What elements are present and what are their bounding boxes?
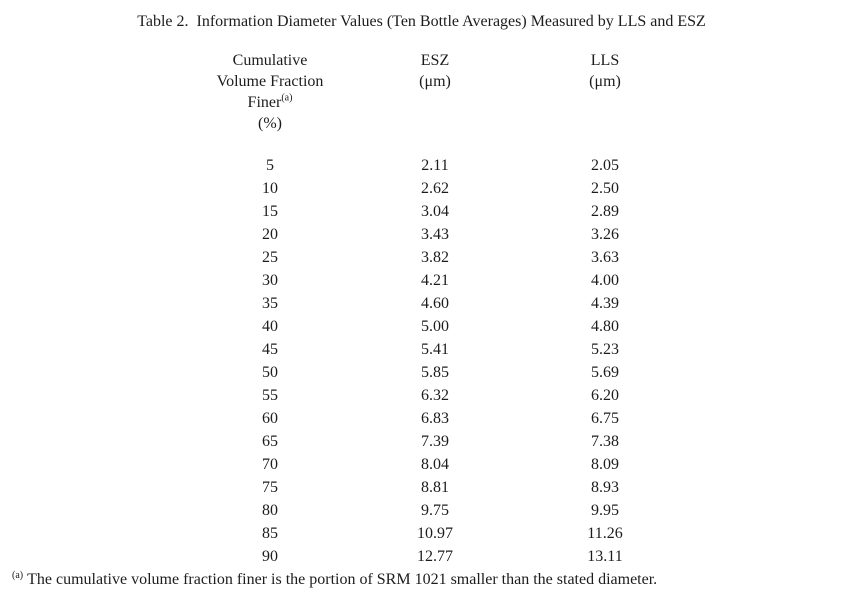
esz-value-cell: 8.81: [421, 479, 449, 496]
table-row: 60 6.83 6.75: [180, 407, 700, 430]
lls-value-cell: 11.26: [587, 525, 623, 542]
table-row: 85 10.97 11.26: [180, 522, 700, 545]
percent-cell: 55: [262, 387, 278, 404]
percent-cell: 15: [262, 203, 278, 220]
table-row: 30 4.21 4.00: [180, 269, 700, 292]
column-header-volume-fraction: Cumulative Volume Fraction Finer(a) (%): [180, 50, 360, 154]
table-row: 5 2.11 2.05: [180, 154, 700, 177]
diameter-table: Cumulative Volume Fraction Finer(a) (%) …: [180, 50, 700, 568]
percent-cell: 90: [262, 548, 278, 565]
column-header-esz: ESZ (μm): [360, 50, 510, 154]
percent-cell: 85: [262, 525, 278, 542]
table-row: 90 12.77 13.11: [180, 545, 700, 568]
header-line-percent-unit: (%): [258, 115, 282, 132]
esz-value-cell: 4.21: [421, 272, 449, 289]
table-row: 80 9.75 9.95: [180, 499, 700, 522]
lls-value-cell: 8.93: [591, 479, 619, 496]
lls-value-cell: 3.63: [591, 249, 619, 266]
table-row: 40 5.00 4.80: [180, 315, 700, 338]
lls-value-cell: 3.26: [591, 226, 619, 243]
esz-value-cell: 8.04: [421, 456, 449, 473]
esz-unit: (μm): [419, 73, 451, 90]
percent-cell: 50: [262, 364, 278, 381]
esz-value-cell: 5.00: [421, 318, 449, 335]
lls-value-cell: 9.95: [591, 502, 619, 519]
percent-cell: 25: [262, 249, 278, 266]
percent-cell: 80: [262, 502, 278, 519]
lls-value-cell: 2.05: [591, 157, 619, 174]
table-row: 20 3.43 3.26: [180, 223, 700, 246]
percent-cell: 30: [262, 272, 278, 289]
percent-cell: 60: [262, 410, 278, 427]
lls-value-cell: 2.50: [591, 180, 619, 197]
esz-value-cell: 10.97: [417, 525, 453, 542]
esz-value-cell: 3.82: [421, 249, 449, 266]
footnote-marker-a: (a): [281, 92, 293, 104]
percent-cell: 75: [262, 479, 278, 496]
header-line-finer: Finer(a): [247, 92, 293, 111]
header-line-volume-fraction: Volume Fraction: [216, 73, 324, 90]
column-header-lls: LLS (μm): [510, 50, 700, 154]
header-row: Cumulative Volume Fraction Finer(a) (%) …: [180, 50, 700, 154]
esz-value-cell: 7.39: [421, 433, 449, 450]
table-row: 75 8.81 8.93: [180, 476, 700, 499]
table-row: 10 2.62 2.50: [180, 177, 700, 200]
percent-cell: 35: [262, 295, 278, 312]
lls-unit: (μm): [589, 73, 621, 90]
table-row: 15 3.04 2.89: [180, 200, 700, 223]
esz-value-cell: 9.75: [421, 502, 449, 519]
lls-value-cell: 7.38: [591, 433, 619, 450]
esz-value-cell: 4.60: [421, 295, 449, 312]
table-row: 55 6.32 6.20: [180, 384, 700, 407]
lls-value-cell: 4.80: [591, 318, 619, 335]
esz-value-cell: 3.43: [421, 226, 449, 243]
esz-value-cell: 3.04: [421, 203, 449, 220]
percent-cell: 70: [262, 456, 278, 473]
esz-label: ESZ: [420, 52, 450, 69]
lls-value-cell: 5.23: [591, 341, 619, 358]
header-line-cumulative: Cumulative: [232, 52, 308, 69]
lls-value-cell: 4.00: [591, 272, 619, 289]
percent-cell: 5: [266, 157, 274, 174]
esz-value-cell: 12.77: [417, 548, 453, 565]
percent-cell: 45: [262, 341, 278, 358]
table-row: 70 8.04 8.09: [180, 453, 700, 476]
lls-label: LLS: [590, 52, 620, 69]
percent-cell: 20: [262, 226, 278, 243]
table-header: Cumulative Volume Fraction Finer(a) (%) …: [180, 50, 700, 154]
esz-value-cell: 6.83: [421, 410, 449, 427]
lls-value-cell: 6.20: [591, 387, 619, 404]
footnote-text: The cumulative volume fraction finer is …: [27, 571, 658, 588]
esz-value-cell: 6.32: [421, 387, 449, 404]
table-row: 35 4.60 4.39: [180, 292, 700, 315]
percent-cell: 10: [262, 180, 278, 197]
esz-value-cell: 2.11: [421, 157, 449, 174]
table-row: 45 5.41 5.23: [180, 338, 700, 361]
lls-value-cell: 2.89: [591, 203, 619, 220]
esz-value-cell: 5.85: [421, 364, 449, 381]
esz-value-cell: 5.41: [421, 341, 449, 358]
table-row: 50 5.85 5.69: [180, 361, 700, 384]
percent-cell: 40: [262, 318, 278, 335]
footnote-marker: (a): [12, 569, 24, 581]
lls-value-cell: 6.75: [591, 410, 619, 427]
esz-value-cell: 2.62: [421, 180, 449, 197]
lls-value-cell: 13.11: [587, 548, 623, 565]
lls-value-cell: 4.39: [591, 295, 619, 312]
percent-cell: 65: [262, 433, 278, 450]
lls-value-cell: 8.09: [591, 456, 619, 473]
table-title: Table 2. Information Diameter Values (Te…: [137, 13, 706, 30]
table-row: 65 7.39 7.38: [180, 430, 700, 453]
table-row: 25 3.82 3.63: [180, 246, 700, 269]
lls-value-cell: 5.69: [591, 364, 619, 381]
footnote: (a) The cumulative volume fraction finer …: [12, 569, 658, 589]
table-body: 5 2.11 2.05 10 2.62 2.50 15 3.04 2.89 20…: [180, 154, 700, 568]
